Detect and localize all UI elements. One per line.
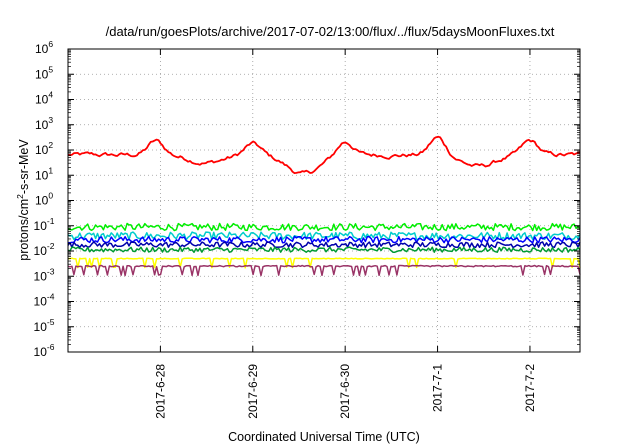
y-tick-label: 10-1 [34,216,55,233]
x-axis: 2017-6-28 2017-6-29 2017-6-30 2017-7-1 2017-… [153,49,537,419]
y-tick-label: 10-4 [34,292,55,309]
y-tick-label: 10-6 [34,342,55,359]
y-tick-label: 106 [35,39,53,56]
y-tick-label: 101 [35,165,53,182]
x-tick-label: 2017-7-1 [431,364,445,412]
y-tick-label: 100 [35,191,53,208]
y-tick-label: 103 [35,115,53,132]
y-tick-label: 102 [35,140,53,157]
series-line [67,235,581,244]
x-tick-label: 2017-6-29 [246,364,260,419]
series-line [67,257,581,269]
y-axis: 10-6 10-5 10-4 10-3 10-2 10-1 100 101 102 103 104 1… [34,39,580,359]
x-axis-label: Coordinated Universal Time (UTC) [228,430,420,444]
y-tick-label: 104 [35,90,53,107]
grid [68,49,580,352]
series-line [67,264,581,277]
series-line [67,135,581,175]
series-line [67,222,581,232]
chart-title: /data/run/goesPlots/archive/2017-07-02/1… [106,24,555,39]
y-tick-label: 10-2 [34,241,55,258]
y-tick-label: 10-3 [34,266,55,283]
x-tick-label: 2017-6-28 [153,364,167,419]
y-tick-label: 105 [35,64,53,81]
y-axis-label: protons/cm2-s-sr-MeV [15,139,31,261]
x-tick-label: 2017-7-2 [523,364,537,412]
series-line [67,241,581,249]
series-layer [67,135,581,277]
x-tick-label: 2017-6-30 [338,364,352,419]
series-line [67,246,581,254]
series-line [67,231,581,241]
y-tick-label: 10-5 [34,317,55,334]
